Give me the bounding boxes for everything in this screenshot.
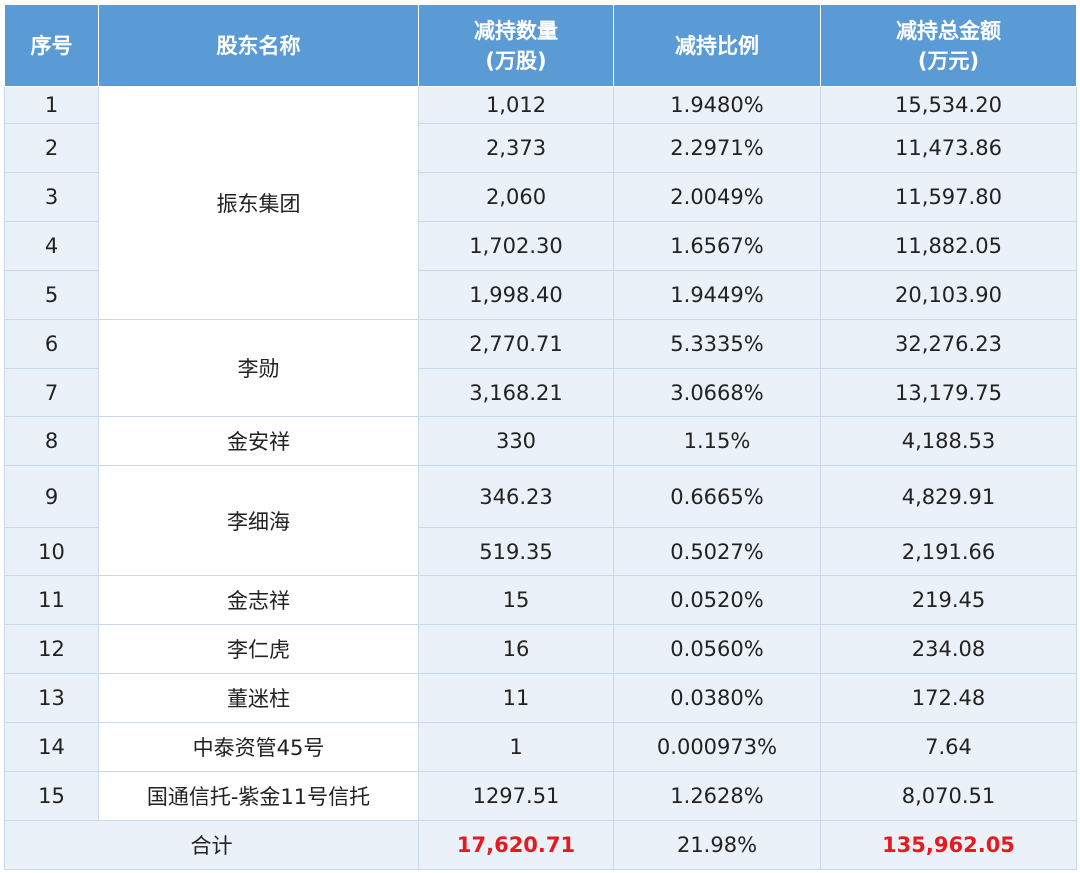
share-reduction-table: 序号 股东名称 减持数量 (万股) 减持比例 减持总金额 (万元) 1 振东集团… (4, 4, 1077, 870)
holder-name: 中泰资管45号 (98, 722, 419, 772)
reduction-amount: 8,070.51 (820, 771, 1077, 821)
reduction-amount: 11,882.05 (820, 221, 1077, 271)
holder-name: 金志祥 (98, 575, 419, 625)
reduction-amount: 20,103.90 (820, 270, 1077, 320)
reduction-ratio: 2.0049% (613, 172, 821, 222)
row-index: 13 (4, 673, 99, 723)
reduction-quantity: 2,770.71 (418, 319, 614, 369)
row-index: 4 (4, 221, 99, 271)
row-index: 7 (4, 368, 99, 417)
holder-name: 李勋 (98, 319, 419, 417)
reduction-amount: 234.08 (820, 624, 1077, 674)
row-index: 8 (4, 416, 99, 466)
row-index: 14 (4, 722, 99, 772)
total-amount: 135,962.05 (820, 820, 1077, 870)
row-index: 15 (4, 771, 99, 821)
holder-name: 振东集团 (98, 86, 419, 320)
reduction-ratio: 1.2628% (613, 771, 821, 821)
reduction-ratio: 1.9480% (613, 86, 821, 124)
table-row: 15 国通信托-紫金11号信托 1297.51 1.2628% 8,070.51 (4, 771, 1077, 821)
holder-name: 李仁虎 (98, 624, 419, 674)
row-index: 3 (4, 172, 99, 222)
header-row: 序号 股东名称 减持数量 (万股) 减持比例 减持总金额 (万元) (4, 4, 1077, 87)
row-index: 6 (4, 319, 99, 369)
table-row: 8 金安祥 330 1.15% 4,188.53 (4, 416, 1077, 466)
total-row: 合计 17,620.71 21.98% 135,962.05 (4, 820, 1077, 870)
table-row: 9 李细海 346.23 0.6665% 4,829.91 (4, 465, 1077, 576)
reduction-ratio: 2.2971% (613, 123, 821, 173)
header-ratio: 减持比例 (613, 4, 821, 87)
table-row: 13 董迷柱 11 0.0380% 172.48 (4, 673, 1077, 723)
reduction-quantity: 1,702.30 (418, 221, 614, 271)
header-amount-unit: (万元) (917, 48, 980, 73)
header-holder: 股东名称 (98, 4, 419, 87)
row-index: 5 (4, 270, 99, 320)
holder-name: 金安祥 (98, 416, 419, 466)
reduction-amount: 13,179.75 (820, 368, 1077, 417)
table-row: 1 振东集团 1,012 1.9480% 15,534.20 (4, 86, 1077, 320)
row-index: 11 (4, 575, 99, 625)
table-row: 12 李仁虎 16 0.0560% 234.08 (4, 624, 1077, 674)
reduction-ratio: 0.0520% (613, 575, 821, 625)
table-row: 11 金志祥 15 0.0520% 219.45 (4, 575, 1077, 625)
reduction-amount: 11,473.86 (820, 123, 1077, 173)
reduction-ratio: 0.0560% (613, 624, 821, 674)
holder-name: 李细海 (98, 465, 419, 576)
reduction-quantity: 2,060 (418, 172, 614, 222)
reduction-ratio: 5.3335% (613, 319, 821, 369)
row-index: 1 (4, 86, 99, 124)
reduction-amount: 219.45 (820, 575, 1077, 625)
table-row: 3 2,060 2.0049% 11,597.80 (4, 172, 1077, 222)
header-index: 序号 (4, 4, 99, 87)
reduction-ratio: 0.0380% (613, 673, 821, 723)
row-index: 9 (4, 465, 99, 528)
reduction-amount: 32,276.23 (820, 319, 1077, 369)
reduction-ratio: 1.6567% (613, 221, 821, 271)
header-quantity: 减持数量 (万股) (418, 4, 614, 87)
total-quantity: 17,620.71 (418, 820, 614, 870)
table-row: 5 1,998.40 1.9449% 20,103.90 (4, 270, 1077, 320)
total-label: 合计 (4, 820, 419, 870)
reduction-quantity: 16 (418, 624, 614, 674)
reduction-quantity: 1,012 (418, 86, 614, 124)
reduction-quantity: 519.35 (418, 527, 614, 576)
reduction-quantity: 11 (418, 673, 614, 723)
table-row: 6 李勋 2,770.71 5.3335% 32,276.23 (4, 319, 1077, 417)
reduction-amount: 7.64 (820, 722, 1077, 772)
reduction-quantity: 15 (418, 575, 614, 625)
holder-name: 国通信托-紫金11号信托 (98, 771, 419, 821)
header-amount: 减持总金额 (万元) (820, 4, 1077, 87)
row-index: 12 (4, 624, 99, 674)
reduction-quantity: 3,168.21 (418, 368, 614, 417)
holder-name: 董迷柱 (98, 673, 419, 723)
row-index: 2 (4, 123, 99, 173)
reduction-quantity: 2,373 (418, 123, 614, 173)
reduction-amount: 15,534.20 (820, 86, 1077, 124)
reduction-quantity: 346.23 (418, 465, 614, 528)
header-amount-title: 减持总金额 (896, 18, 1001, 43)
table-row: 7 3,168.21 3.0668% 13,179.75 (4, 368, 1077, 417)
row-index: 10 (4, 527, 99, 576)
reduction-ratio: 0.000973% (613, 722, 821, 772)
table-row: 2 2,373 2.2971% 11,473.86 (4, 123, 1077, 173)
reduction-amount: 172.48 (820, 673, 1077, 723)
reduction-quantity: 1297.51 (418, 771, 614, 821)
reduction-amount: 4,829.91 (820, 465, 1077, 528)
header-quantity-unit: (万股) (485, 48, 547, 73)
reduction-ratio: 0.6665% (613, 465, 821, 528)
reduction-ratio: 1.9449% (613, 270, 821, 320)
total-ratio: 21.98% (613, 820, 821, 870)
reduction-ratio: 1.15% (613, 416, 821, 466)
reduction-quantity: 1,998.40 (418, 270, 614, 320)
reduction-quantity: 330 (418, 416, 614, 466)
reduction-quantity: 1 (418, 722, 614, 772)
table-row: 14 中泰资管45号 1 0.000973% 7.64 (4, 722, 1077, 772)
reduction-amount: 2,191.66 (820, 527, 1077, 576)
header-quantity-title: 减持数量 (474, 18, 558, 43)
reduction-amount: 11,597.80 (820, 172, 1077, 222)
reduction-amount: 4,188.53 (820, 416, 1077, 466)
reduction-ratio: 0.5027% (613, 527, 821, 576)
reduction-ratio: 3.0668% (613, 368, 821, 417)
